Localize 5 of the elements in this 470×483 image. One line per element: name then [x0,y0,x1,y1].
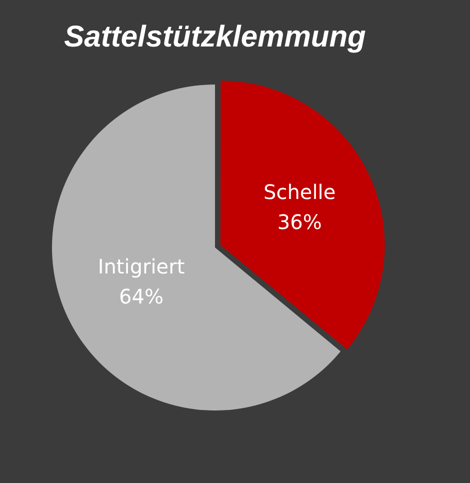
data-label: 64% [119,284,164,308]
slice-label: Schelle [264,180,336,204]
chart-title: Sattelstützklemmung [64,20,366,54]
slice-label: Intigriert [98,254,185,278]
data-label: 36% [277,210,322,234]
